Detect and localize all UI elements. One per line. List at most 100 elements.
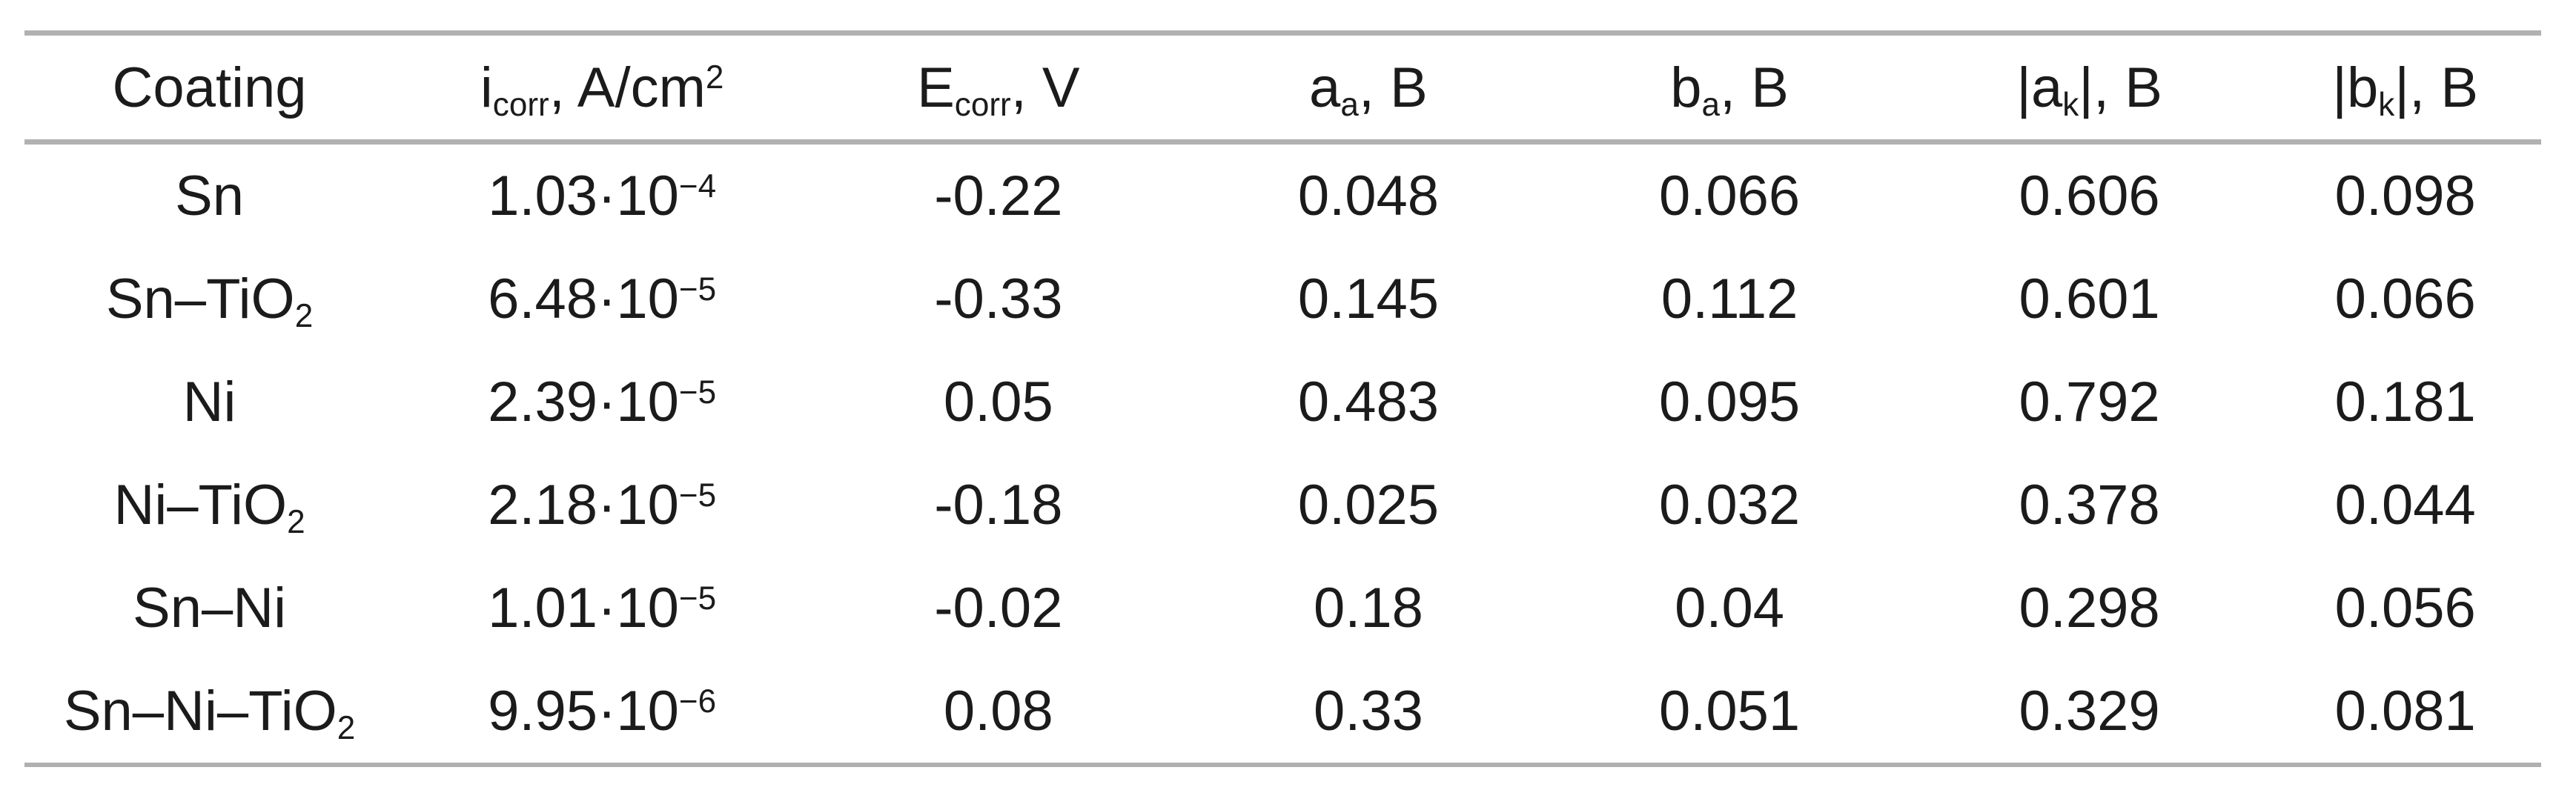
coating-name: Sn–TiO	[105, 268, 295, 331]
header-text: , V	[1010, 56, 1080, 119]
ba-cell: 0.04	[1675, 577, 1785, 640]
coating-cell: Sn–Ni	[24, 557, 394, 660]
icorr-cell: 6.48·10−5	[394, 248, 809, 351]
bk-cell: 0.044	[2334, 474, 2476, 537]
header-text: |, B	[2394, 56, 2479, 119]
icorr-value: 9.95·10	[488, 680, 679, 743]
col-header-bk-abs: |bk|, B	[2269, 33, 2541, 142]
aa-cell: 0.025	[1297, 474, 1439, 537]
icorr-value: 6.48·10	[488, 268, 679, 331]
icorr-exponent: −5	[678, 477, 717, 514]
ba-cell: 0.095	[1658, 371, 1801, 434]
header-text: a	[1309, 56, 1341, 119]
table-container: Coating icorr, A/cm2 Ecorr, V aa, B ba, …	[24, 30, 2541, 767]
icorr-cell: 2.39·10−5	[394, 351, 809, 454]
icorr-value: 1.01·10	[488, 577, 679, 640]
coating-cell: Ni	[24, 351, 394, 454]
header-text: , B	[1720, 56, 1789, 119]
corrosion-parameters-table: Coating icorr, A/cm2 Ecorr, V aa, B ba, …	[24, 30, 2541, 767]
col-header-ak-abs: |ak|, B	[1910, 33, 2269, 142]
coating-subscript: 2	[287, 504, 305, 541]
icorr-exponent: −5	[678, 271, 717, 308]
header-text: b	[1670, 56, 1702, 119]
aa-cell: 0.18	[1313, 577, 1423, 640]
ba-cell: 0.112	[1661, 268, 1798, 331]
aa-cell: 0.483	[1297, 371, 1439, 434]
ak-cell: 0.601	[2019, 268, 2160, 331]
ecorr-cell: -0.22	[934, 165, 1063, 228]
header-text: i	[480, 56, 493, 119]
ecorr-cell: -0.02	[934, 577, 1063, 640]
table-row: Sn–Ni 1.01·10−5 -0.02 0.18 0.04 0.298 0.…	[24, 557, 2541, 660]
coating-subscript: 2	[337, 710, 356, 747]
ak-cell: 0.792	[2019, 371, 2160, 434]
coating-cell: Ni–TiO2	[24, 454, 394, 557]
table-row: Ni 2.39·10−5 0.05 0.483 0.095 0.792 0.18…	[24, 351, 2541, 454]
coating-cell: Sn–Ni–TiO2	[24, 660, 394, 765]
col-header-icorr: icorr, A/cm2	[394, 33, 809, 142]
header-text: , A/cm	[549, 56, 706, 119]
header-subscript: corr	[954, 86, 1011, 123]
bk-cell: 0.098	[2334, 165, 2476, 228]
icorr-exponent: −6	[678, 683, 717, 720]
header-row: Coating icorr, A/cm2 Ecorr, V aa, B ba, …	[24, 33, 2541, 142]
coating-name: Sn	[175, 165, 245, 228]
ak-cell: 0.298	[2019, 577, 2160, 640]
ak-cell: 0.378	[2019, 474, 2160, 537]
ak-cell: 0.606	[2019, 165, 2160, 228]
table-row: Sn–TiO2 6.48·10−5 -0.33 0.145 0.112 0.60…	[24, 248, 2541, 351]
header-subscript: a	[1701, 86, 1721, 123]
header-text: E	[917, 56, 955, 119]
table-header: Coating icorr, A/cm2 Ecorr, V aa, B ba, …	[24, 33, 2541, 142]
table-row: Sn 1.03·10−4 -0.22 0.048 0.066 0.606 0.0…	[24, 142, 2541, 248]
icorr-value: 2.39·10	[488, 371, 679, 434]
coating-name: Ni–TiO	[113, 474, 288, 537]
ecorr-cell: 0.08	[943, 680, 1053, 743]
ba-cell: 0.032	[1658, 474, 1801, 537]
icorr-exponent: −4	[678, 167, 717, 205]
coating-name: Sn–Ni–TiO	[63, 680, 337, 743]
coating-cell: Sn	[24, 142, 394, 248]
ba-cell: 0.051	[1658, 680, 1801, 743]
bk-cell: 0.081	[2334, 680, 2476, 743]
header-subscript: k	[2062, 86, 2079, 123]
aa-cell: 0.145	[1297, 268, 1439, 331]
icorr-value: 1.03·10	[488, 165, 679, 228]
icorr-cell: 1.01·10−5	[394, 557, 809, 660]
header-text: |b	[2332, 56, 2379, 119]
ecorr-cell: -0.18	[934, 474, 1063, 537]
header-text: |a	[2016, 56, 2063, 119]
header-text: Coating	[112, 56, 307, 119]
icorr-exponent: −5	[678, 374, 717, 411]
bk-cell: 0.056	[2334, 577, 2476, 640]
aa-cell: 0.048	[1297, 165, 1439, 228]
coating-name: Sn–Ni	[133, 577, 287, 640]
aa-cell: 0.33	[1313, 680, 1423, 743]
table-body: Sn 1.03·10−4 -0.22 0.048 0.066 0.606 0.0…	[24, 142, 2541, 766]
icorr-value: 2.18·10	[488, 474, 679, 537]
header-subscript: corr	[492, 86, 549, 123]
icorr-cell: 9.95·10−6	[394, 660, 809, 765]
icorr-cell: 2.18·10−5	[394, 454, 809, 557]
header-text: , B	[1358, 56, 1428, 119]
ecorr-cell: -0.33	[934, 268, 1063, 331]
col-header-ecorr: Ecorr, V	[809, 33, 1187, 142]
header-text: |, B	[2079, 56, 2162, 119]
icorr-cell: 1.03·10−4	[394, 142, 809, 248]
coating-subscript: 2	[294, 298, 314, 335]
ecorr-cell: 0.05	[943, 371, 1053, 434]
col-header-coating: Coating	[24, 33, 394, 142]
header-subscript: k	[2378, 86, 2395, 123]
table-row: Ni–TiO2 2.18·10−5 -0.18 0.025 0.032 0.37…	[24, 454, 2541, 557]
header-superscript: 2	[705, 59, 724, 96]
ak-cell: 0.329	[2019, 680, 2160, 743]
header-subscript: a	[1340, 86, 1359, 123]
coating-cell: Sn–TiO2	[24, 248, 394, 351]
icorr-exponent: −5	[678, 580, 717, 617]
bk-cell: 0.181	[2334, 371, 2476, 434]
coating-name: Ni	[182, 371, 236, 434]
table-row: Sn–Ni–TiO2 9.95·10−6 0.08 0.33 0.051 0.3…	[24, 660, 2541, 765]
col-header-aa: aa, B	[1187, 33, 1549, 142]
ba-cell: 0.066	[1658, 165, 1801, 228]
